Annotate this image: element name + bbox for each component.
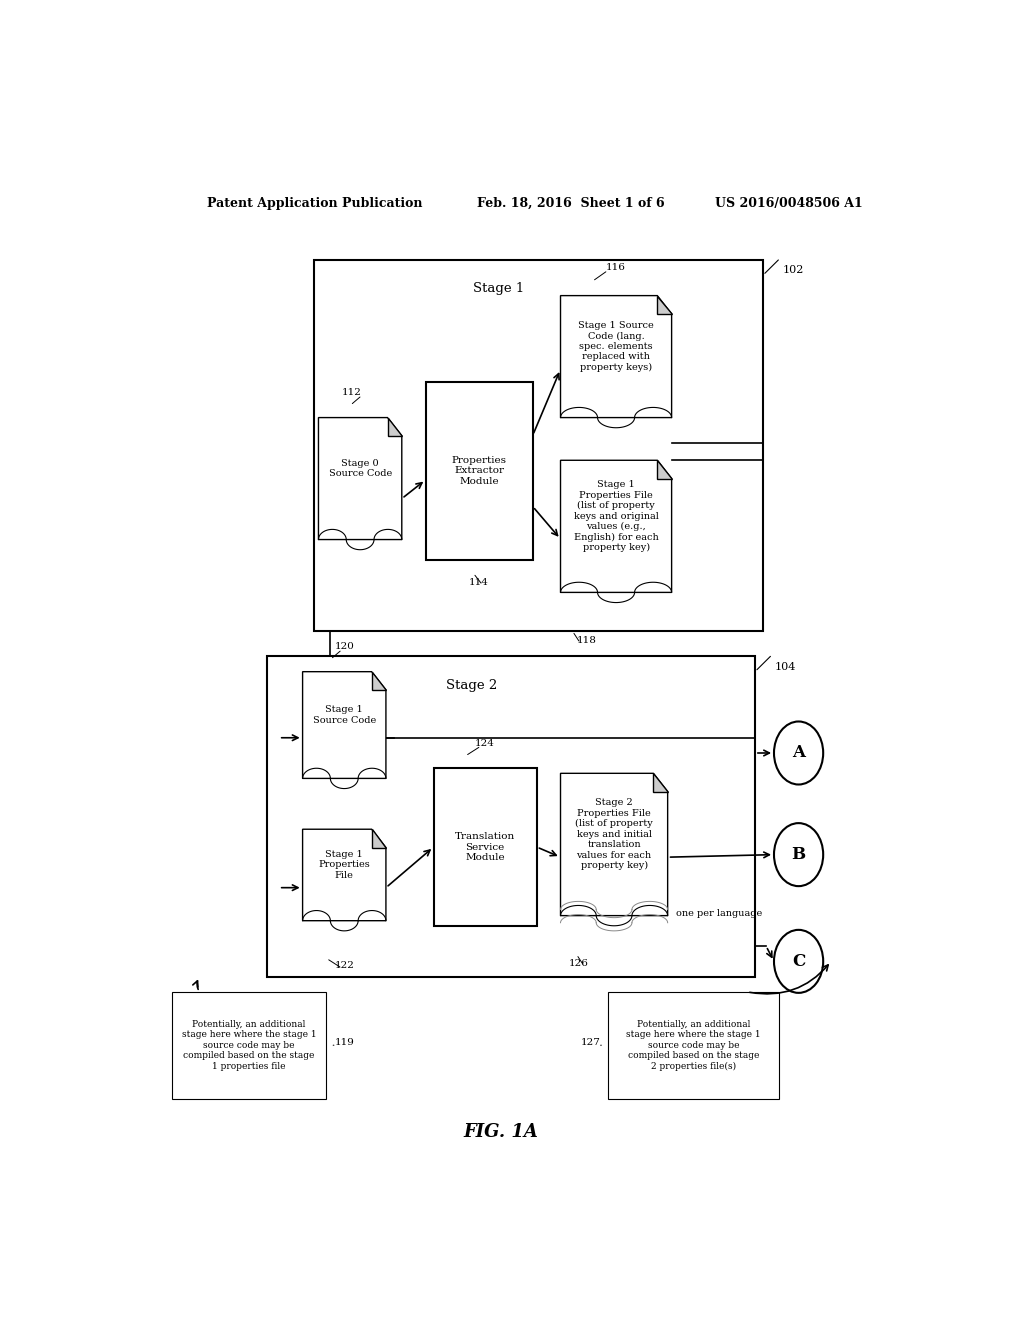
Text: Feb. 18, 2016  Sheet 1 of 6: Feb. 18, 2016 Sheet 1 of 6 <box>477 197 665 210</box>
Text: Stage 1
Properties
File: Stage 1 Properties File <box>318 850 370 879</box>
Text: 114: 114 <box>469 578 489 587</box>
FancyBboxPatch shape <box>608 991 778 1098</box>
Text: A: A <box>793 744 805 762</box>
Text: 122: 122 <box>334 961 354 970</box>
Polygon shape <box>560 461 672 593</box>
Polygon shape <box>372 672 386 690</box>
Text: 102: 102 <box>782 265 804 275</box>
Text: one per language: one per language <box>676 908 762 917</box>
Text: 126: 126 <box>568 960 589 969</box>
Text: Patent Application Publication: Patent Application Publication <box>207 197 423 210</box>
Text: 127: 127 <box>581 1039 600 1047</box>
Text: Potentially, an additional
stage here where the stage 1
source code may be
compi: Potentially, an additional stage here wh… <box>181 1020 316 1071</box>
Text: FIG. 1A: FIG. 1A <box>464 1123 539 1140</box>
Text: 119: 119 <box>334 1039 354 1047</box>
Polygon shape <box>303 672 386 779</box>
FancyBboxPatch shape <box>433 768 537 925</box>
Text: 124: 124 <box>475 739 495 748</box>
Polygon shape <box>560 774 668 916</box>
Polygon shape <box>657 461 672 479</box>
Text: 116: 116 <box>606 263 626 272</box>
Polygon shape <box>372 829 386 847</box>
Polygon shape <box>653 774 668 792</box>
Polygon shape <box>387 417 401 436</box>
Text: 118: 118 <box>577 636 596 645</box>
Text: C: C <box>792 953 805 970</box>
Text: Potentially, an additional
stage here where the stage 1
source code may be
compi: Potentially, an additional stage here wh… <box>626 1020 761 1071</box>
Text: Stage 0
Source Code: Stage 0 Source Code <box>329 459 392 478</box>
Text: 112: 112 <box>342 388 362 397</box>
Text: Stage 2
Properties File
(list of property
keys and initial
translation
values fo: Stage 2 Properties File (list of propert… <box>575 799 653 870</box>
Polygon shape <box>318 417 401 540</box>
Polygon shape <box>303 829 386 921</box>
Text: Stage 1
Properties File
(list of property
keys and original
values (e.g.,
Englis: Stage 1 Properties File (list of propert… <box>573 480 658 552</box>
Text: Stage 1: Stage 1 <box>473 282 524 296</box>
Text: Stage 2: Stage 2 <box>445 678 497 692</box>
Text: Stage 1
Source Code: Stage 1 Source Code <box>312 705 376 725</box>
Polygon shape <box>560 296 672 417</box>
Text: 104: 104 <box>775 661 796 672</box>
Polygon shape <box>657 296 672 314</box>
Text: Properties
Extractor
Module: Properties Extractor Module <box>452 455 507 486</box>
FancyBboxPatch shape <box>267 656 755 977</box>
FancyBboxPatch shape <box>314 260 763 631</box>
FancyBboxPatch shape <box>172 991 327 1098</box>
FancyBboxPatch shape <box>426 381 532 560</box>
Text: B: B <box>792 846 806 863</box>
Text: 120: 120 <box>334 643 354 651</box>
Text: US 2016/0048506 A1: US 2016/0048506 A1 <box>715 197 863 210</box>
Text: Stage 1 Source
Code (lang.
spec. elements
replaced with
property keys): Stage 1 Source Code (lang. spec. element… <box>579 321 654 372</box>
Text: Translation
Service
Module: Translation Service Module <box>455 832 515 862</box>
